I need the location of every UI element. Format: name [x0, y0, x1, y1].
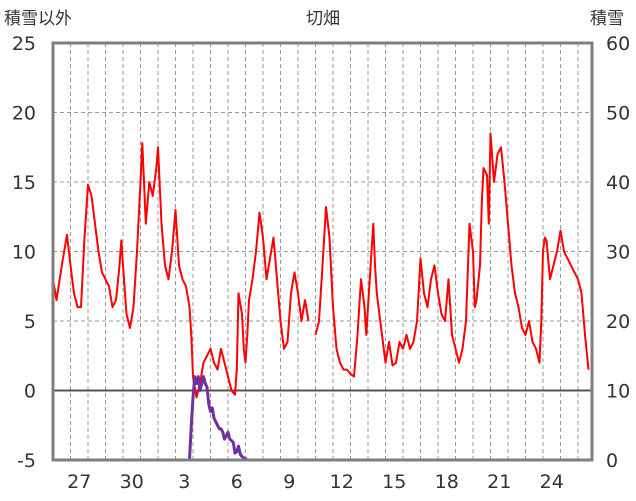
y-right-tick-label: 40 [606, 172, 630, 194]
y-right-axis-label: 積雪 [590, 9, 624, 29]
x-tick-label: 24 [540, 471, 564, 493]
x-tick-label: 3 [178, 471, 190, 493]
y-right-tick-label: 20 [606, 311, 630, 333]
non-snow-line-0 [52, 142, 310, 399]
x-tick-label: 6 [231, 471, 243, 493]
y-left-tick-label: 20 [12, 103, 36, 125]
plot-frame [51, 41, 594, 462]
snow-depth-line-0 [53, 375, 589, 462]
y-left-tick-label: 0 [24, 381, 36, 403]
y-left-tick-label: 15 [12, 172, 36, 194]
non-snow-line-1 [314, 132, 590, 378]
x-tick-label: 21 [487, 471, 511, 493]
y-right-tick-label: 0 [606, 450, 618, 472]
y-left-tick-label: 10 [12, 242, 36, 264]
y-left-axis-label: 積雪以外 [4, 9, 72, 29]
x-tick-label: 27 [67, 471, 91, 493]
x-tick-label: 18 [435, 471, 459, 493]
y-right-tick-label: 50 [606, 103, 630, 125]
x-tick-label: 12 [330, 471, 354, 493]
y-left-tick-label: -5 [17, 450, 36, 472]
x-tick-label: 30 [120, 471, 144, 493]
y-right-tick-label: 60 [606, 33, 630, 55]
y-left-tick-label: 5 [24, 311, 36, 333]
x-tick-label: 9 [283, 471, 295, 493]
chart-title: 切畑 [306, 9, 340, 29]
y-right-tick-label: 10 [606, 381, 630, 403]
y-left-tick-label: 25 [12, 33, 36, 55]
y-right-tick-label: 30 [606, 242, 630, 264]
x-tick-label: 15 [382, 471, 406, 493]
